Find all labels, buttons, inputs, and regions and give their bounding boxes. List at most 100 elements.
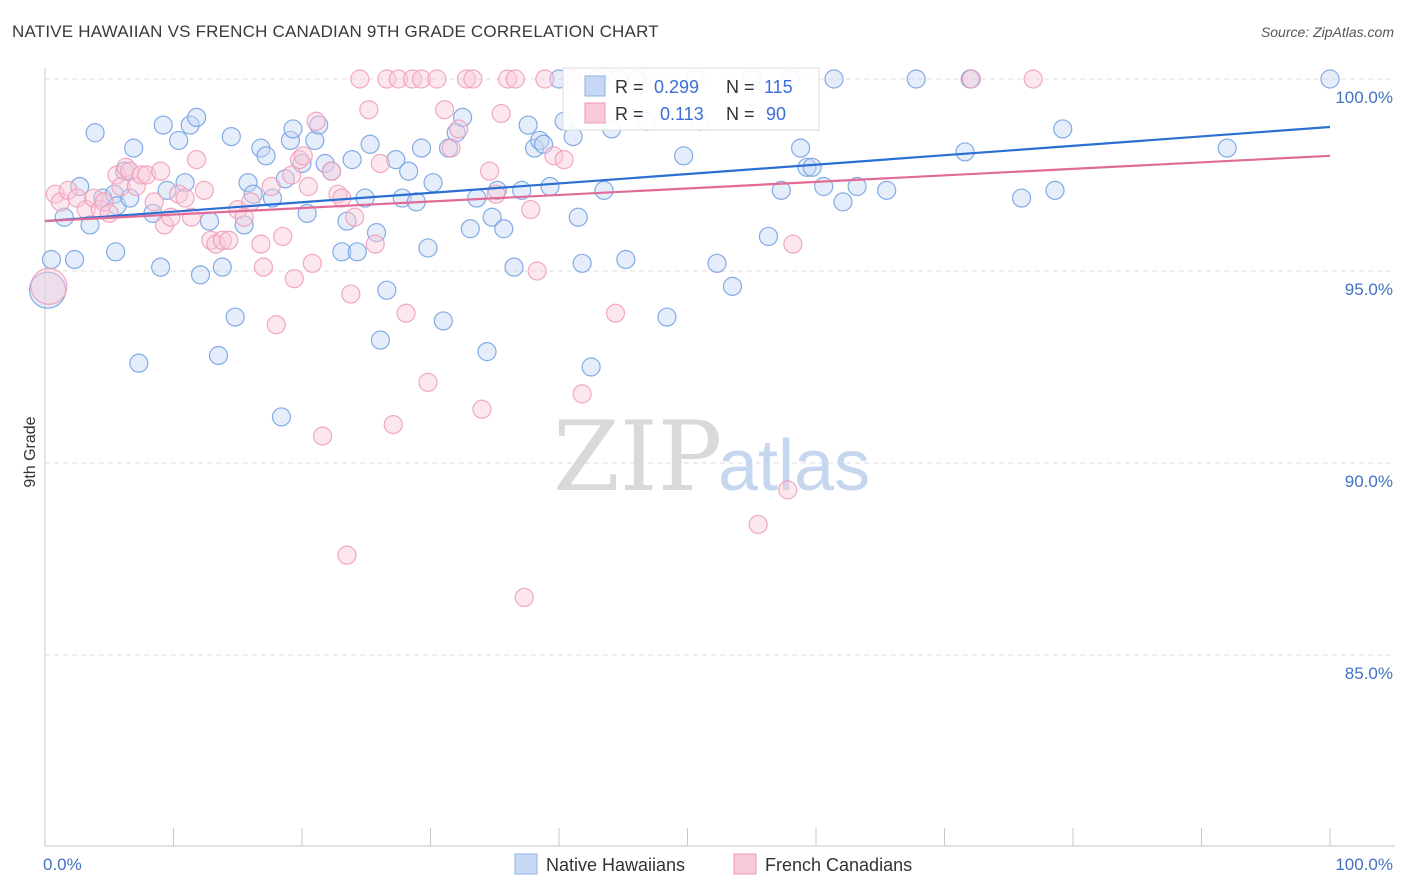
point-hawaiians-21 — [187, 107, 207, 128]
point-french-28 — [219, 230, 239, 250]
point-french-73 — [505, 69, 525, 89]
point-french-15 — [136, 165, 157, 185]
point-hawaiians-76 — [540, 176, 560, 197]
point-hawaiians-113 — [1053, 119, 1073, 139]
point-hawaiians-20 — [180, 115, 200, 135]
point-french-41 — [298, 176, 319, 197]
point-french-64 — [441, 138, 461, 158]
point-hawaiians-108 — [906, 69, 926, 89]
point-hawaiians-22 — [190, 265, 211, 285]
legend-n-value-2: 90 — [766, 104, 786, 124]
point-french-66 — [456, 69, 477, 89]
point-french-27 — [212, 230, 232, 250]
point-hawaiians-9 — [106, 242, 126, 262]
point-hawaiians-12 — [124, 138, 144, 158]
point-french-33 — [253, 257, 274, 277]
point-french-76 — [527, 261, 547, 281]
point-hawaiians-91 — [674, 146, 694, 166]
point-hawaiians-36 — [280, 130, 301, 151]
point-french-32 — [251, 234, 271, 254]
point-hawaiians-95 — [722, 276, 743, 296]
trend-lines — [44, 125, 1331, 223]
point-french-17 — [151, 161, 171, 181]
point-french-60 — [411, 69, 432, 89]
point-hawaiians-53 — [386, 150, 406, 170]
point-hawaiians-23 — [199, 211, 220, 231]
watermark-zip: ZIP — [553, 401, 722, 513]
point-french-5 — [84, 188, 104, 208]
gridlines — [45, 78, 1395, 656]
point-french-62 — [427, 69, 447, 89]
point-french-43 — [306, 111, 326, 131]
point-hawaiians-47 — [347, 242, 367, 262]
point-hawaiians-74 — [530, 130, 550, 151]
point-hawaiians-49 — [360, 134, 380, 154]
point-french-45 — [321, 161, 342, 181]
point-hawaiians-98 — [771, 180, 791, 200]
point-hawaiians-60 — [433, 311, 453, 331]
legend-n-label-2: N = — [726, 104, 755, 124]
legend-r-value-2: 0.113 — [660, 104, 704, 124]
point-hawaiians-67 — [482, 207, 502, 227]
x-tick-label-max: 100.0% — [1335, 855, 1393, 874]
bottom-legend: Native Hawaiians French Canadians — [514, 853, 912, 875]
point-french-35 — [266, 315, 286, 335]
legend-n-value-1: 115 — [764, 77, 793, 97]
point-french-57 — [388, 69, 408, 89]
point-french-23 — [187, 150, 207, 170]
point-french-34 — [261, 176, 281, 197]
point-hawaiians-102 — [802, 157, 822, 177]
point-hawaiians-58 — [418, 238, 438, 258]
point-hawaiians-100 — [790, 138, 811, 158]
point-hawaiians-55 — [399, 161, 419, 181]
point-french-48 — [337, 545, 357, 565]
point-french-11 — [116, 157, 136, 177]
point-french-69 — [480, 161, 500, 181]
point-french-51 — [350, 69, 370, 89]
legend-r-label-1: R = — [615, 77, 644, 97]
point-french-53 — [365, 234, 385, 254]
point-french-63 — [435, 100, 455, 120]
series-points — [28, 69, 1340, 608]
point-hawaiians-44 — [332, 242, 352, 262]
point-hawaiians-104 — [824, 69, 844, 89]
point-french-86 — [783, 234, 803, 254]
point-hawaiians-24 — [208, 345, 229, 366]
point-french-49 — [341, 284, 361, 304]
y-axis-title: 9th Grade — [22, 416, 39, 487]
point-french-81 — [572, 384, 592, 404]
point-french-85 — [778, 480, 798, 500]
point-french-50 — [345, 207, 365, 227]
point-hawaiians-101 — [797, 157, 817, 177]
point-french-87 — [961, 69, 982, 89]
point-french-67 — [463, 69, 483, 89]
point-hawaiians-66 — [477, 342, 497, 362]
point-hawaiians-105 — [833, 192, 853, 212]
point-hawaiians-52 — [377, 280, 397, 300]
point-hawaiians-30 — [243, 184, 263, 204]
y-tick-labels: 100.0% 95.0% 90.0% 85.0% — [1335, 88, 1393, 683]
point-hawaiians-82 — [581, 357, 601, 377]
point-french-31 — [241, 192, 261, 212]
point-french-39 — [289, 150, 310, 170]
point-hawaiians-59 — [423, 173, 443, 193]
point-hawaiians-29 — [238, 173, 258, 193]
point-hawaiians-4 — [80, 215, 100, 235]
point-hawaiians-70 — [504, 257, 524, 277]
point-hawaiians-16 — [153, 115, 173, 135]
point-french-38 — [284, 269, 304, 289]
point-french-79 — [554, 150, 574, 170]
point-french-42 — [302, 253, 322, 273]
point-hawaiians-40 — [305, 130, 325, 151]
point-french-37 — [282, 165, 302, 185]
bottom-legend-label-hawaiians: Native Hawaiians — [546, 855, 685, 875]
y-tick-label-3: 85.0% — [1345, 664, 1393, 683]
chart-source: Source: ZipAtlas.com — [1260, 24, 1394, 40]
point-hawaiians-51 — [370, 330, 390, 350]
point-hawaiians-90 — [657, 307, 677, 327]
bottom-legend-swatch-french — [733, 853, 757, 875]
point-french-78 — [544, 146, 564, 166]
watermark-atlas: atlas — [718, 426, 870, 506]
y-tick-label-1: 95.0% — [1345, 280, 1393, 299]
